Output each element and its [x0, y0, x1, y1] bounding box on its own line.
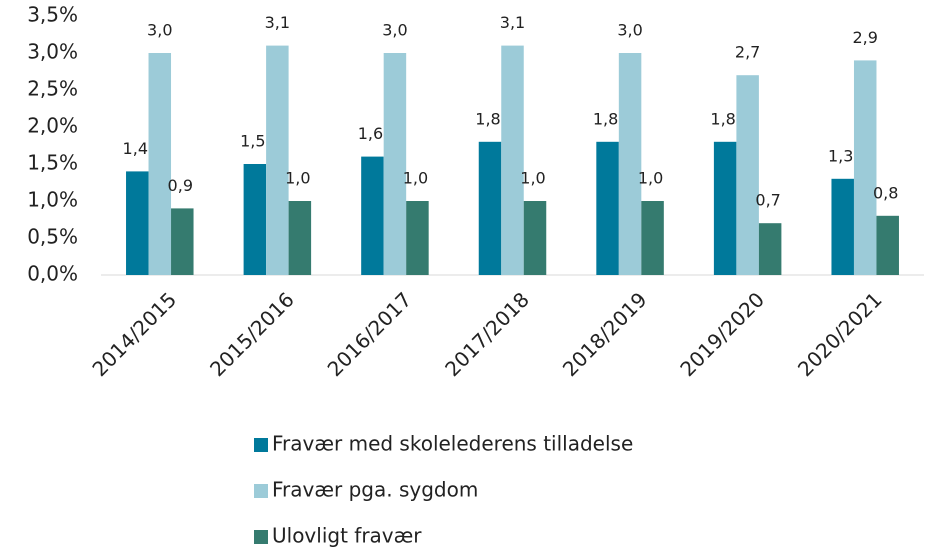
- value-label: 3,1: [500, 13, 525, 32]
- value-label: 3,0: [617, 21, 642, 40]
- value-label: 3,0: [382, 21, 407, 40]
- value-label: 3,1: [265, 13, 290, 32]
- bar: [853, 60, 877, 276]
- value-label: 0,8: [873, 183, 898, 202]
- x-tick-label: 2019/2020: [675, 287, 769, 381]
- value-label: 1,0: [403, 169, 428, 188]
- y-tick-label: 3,5%: [27, 3, 78, 27]
- value-label: 1,6: [358, 124, 383, 143]
- value-label: 3,0: [147, 21, 172, 40]
- bar: [876, 215, 899, 275]
- y-tick-label: 2,5%: [27, 77, 78, 101]
- bar: [126, 171, 149, 275]
- value-label: 1,8: [475, 109, 500, 128]
- bar: [383, 53, 407, 275]
- value-label: 1,3: [828, 146, 853, 165]
- bar: [361, 156, 384, 275]
- legend-label: Fravær pga. sygdom: [272, 478, 478, 502]
- value-label: 1,0: [285, 169, 310, 188]
- bar: [758, 223, 782, 275]
- y-tick-label: 2,0%: [27, 114, 78, 138]
- legend-swatch: [254, 438, 268, 452]
- x-tick-label: 2015/2016: [205, 287, 299, 381]
- bar: [406, 201, 429, 275]
- value-label: 0,9: [168, 176, 193, 195]
- y-tick-label: 1,5%: [27, 151, 78, 175]
- x-tick-label: 2017/2018: [440, 287, 534, 381]
- bar: [243, 164, 267, 275]
- bar: [736, 75, 759, 275]
- bar: [713, 141, 737, 275]
- legend-swatch: [254, 530, 268, 544]
- value-label: 2,7: [735, 43, 760, 62]
- bar: [641, 201, 664, 275]
- y-tick-label: 1,0%: [27, 188, 78, 212]
- value-label: 1,5: [240, 132, 265, 151]
- y-tick-label: 0,5%: [27, 225, 78, 249]
- bar: [523, 201, 547, 275]
- value-label: 1,0: [638, 169, 663, 188]
- x-tick-label: 2016/2017: [323, 287, 417, 381]
- bar: [618, 53, 642, 275]
- legend-swatch: [254, 484, 268, 498]
- bar: [596, 141, 619, 275]
- value-label: 1,0: [520, 169, 545, 188]
- bar: [478, 141, 502, 275]
- bar: [148, 53, 172, 275]
- bar: [501, 45, 524, 275]
- bar: [831, 178, 854, 275]
- y-tick-label: 0,0%: [27, 262, 78, 286]
- bar: [288, 201, 312, 275]
- x-tick-label: 2014/2015: [87, 287, 181, 381]
- value-label: 1,8: [710, 109, 735, 128]
- bar: [266, 45, 289, 275]
- x-tick-label: 2018/2019: [558, 287, 652, 381]
- legend-label: Ulovligt fravær: [272, 524, 422, 547]
- value-label: 2,9: [852, 28, 877, 47]
- y-tick-label: 3,0%: [27, 40, 78, 64]
- x-tick-label: 2020/2021: [793, 287, 887, 381]
- legend-label: Fravær med skolelederens tilladelse: [272, 432, 633, 456]
- value-label: 1,8: [593, 109, 618, 128]
- value-label: 1,4: [123, 139, 148, 158]
- value-label: 0,7: [755, 191, 780, 210]
- bar: [171, 208, 194, 275]
